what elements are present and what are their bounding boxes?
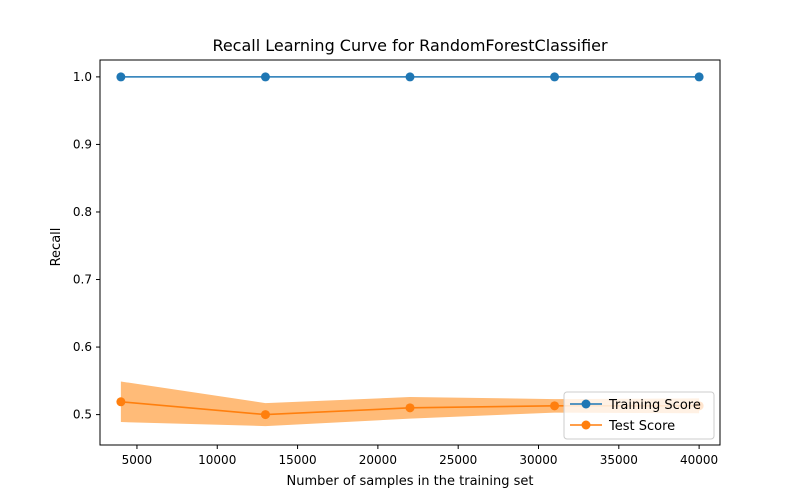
y-tick-label: 1.0 (73, 70, 92, 84)
y-tick-label: 0.5 (73, 408, 92, 422)
x-tick-label: 30000 (519, 453, 557, 467)
y-axis-label: Recall (49, 228, 64, 267)
confidence-bands (120, 381, 700, 427)
x-tick-label: 25000 (439, 453, 477, 467)
y-tick-label: 0.8 (73, 205, 92, 219)
y-tick-label: 0.7 (73, 273, 92, 287)
x-tick-label: 20000 (359, 453, 397, 467)
test-score-point (260, 410, 270, 420)
series-lines (120, 76, 700, 416)
x-tick-label: 5000 (122, 453, 153, 467)
legend: Training Score Test Score (563, 391, 715, 440)
x-tick-label: 15000 (278, 453, 316, 467)
legend-label-training: Training Score (608, 398, 701, 413)
training-score-point (260, 72, 270, 82)
y-tick-label: 0.9 (73, 137, 92, 151)
training-score-point (694, 72, 704, 82)
x-tick-label: 35000 (600, 453, 638, 467)
y-tick-label: 0.6 (73, 340, 92, 354)
training-score-point (550, 72, 560, 82)
legend-label-test: Test Score (608, 419, 675, 434)
plot-area (116, 72, 704, 427)
legend-marker-test (581, 420, 591, 430)
plot-frame (99, 59, 721, 446)
chart-title: Recall Learning Curve for RandomForestCl… (212, 36, 608, 55)
legend-entry-test: Test Score (570, 419, 675, 434)
x-tick-label: 40000 (680, 453, 718, 467)
x-axis-label: Number of samples in the training set (287, 474, 534, 489)
test-score-point (116, 397, 126, 407)
test-score-point (550, 401, 560, 411)
test-score-point (405, 403, 415, 413)
training-score-point (405, 72, 415, 82)
y-axis-ticks: 0.5 0.6 0.7 0.8 0.9 1.0 (73, 70, 100, 422)
training-score-point (116, 72, 126, 82)
x-tick-label: 10000 (198, 453, 236, 467)
x-axis-ticks: 5000 10000 15000 20000 25000 30000 35000 40000 (122, 445, 718, 467)
series-markers (116, 72, 704, 420)
legend-entry-training: Training Score (570, 398, 701, 413)
legend-marker-training (581, 399, 591, 409)
